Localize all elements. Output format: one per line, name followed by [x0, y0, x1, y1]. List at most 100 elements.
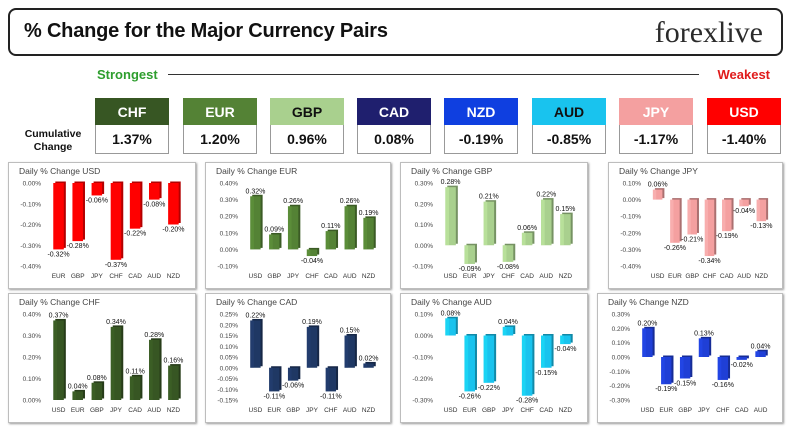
- y-tick-label: 0.00%: [623, 197, 642, 204]
- bar: [149, 338, 162, 400]
- category-label: NZD: [362, 273, 376, 280]
- currency-tile-usd: USD -1.40%: [707, 98, 781, 154]
- cumulative-change-value: 0.96%: [270, 125, 344, 154]
- bar: [736, 355, 749, 360]
- bar: [717, 355, 731, 380]
- bar: [755, 349, 768, 357]
- chart-title: Daily % Change USD: [19, 166, 101, 176]
- currency-tile-cad: CAD 0.08%: [357, 98, 431, 154]
- chart-title: Daily % Change EUR: [216, 166, 298, 176]
- bar: [363, 216, 376, 250]
- currency-code: EUR: [183, 98, 257, 125]
- y-tick-label: -0.10%: [620, 214, 641, 221]
- bar: [110, 325, 124, 400]
- bar: [269, 366, 282, 392]
- chart-panel: Daily % Change CAD 0.25% 0.20% 0.15% 0.10% 0.…: [205, 293, 391, 423]
- bar: [445, 185, 458, 246]
- data-label: 0.19%: [359, 210, 379, 217]
- strongest-label: Strongest: [97, 67, 158, 82]
- category-label: AUD: [539, 273, 553, 280]
- chart-title: Daily % Change NZD: [608, 297, 689, 307]
- category-label: CHF: [703, 273, 716, 280]
- bar: [287, 204, 301, 250]
- data-label: -0.21%: [681, 236, 703, 243]
- bar: [91, 381, 105, 400]
- cumulative-change-value: -1.17%: [619, 125, 693, 154]
- y-tick-label: 0.20%: [220, 322, 239, 329]
- category-label: NZD: [559, 407, 573, 414]
- data-label: -0.04%: [301, 258, 323, 265]
- data-label: -0.08%: [143, 202, 165, 209]
- data-label: 0.11%: [321, 223, 340, 230]
- y-tick-label: 0.30%: [415, 181, 434, 188]
- bar: [149, 181, 162, 200]
- y-tick-label: 0.00%: [23, 181, 42, 188]
- chart-panel: Daily % Change GBP 0.30% 0.20% 0.10% 0.00% -0…: [400, 162, 588, 289]
- bar: [541, 198, 554, 246]
- bar: [250, 318, 263, 368]
- category-label: CAD: [128, 273, 142, 280]
- bar: [739, 198, 751, 207]
- data-label: -0.04%: [554, 346, 576, 353]
- category-label: USD: [444, 273, 458, 280]
- chart-panel: Daily % Change CHF 0.40% 0.30% 0.20% 0.10% 0.…: [8, 293, 196, 423]
- currency-code: AUD: [532, 98, 606, 125]
- category-label: CHF: [716, 407, 729, 414]
- data-label: -0.08%: [497, 264, 519, 271]
- data-label: 0.04%: [68, 383, 88, 390]
- data-label: -0.28%: [516, 398, 538, 405]
- chart-panel: Daily % Change NZD 0.30% 0.20% 0.10% 0.00% -0…: [597, 293, 783, 423]
- y-tick-label: -0.30%: [620, 247, 641, 254]
- category-label: NZD: [167, 407, 181, 414]
- data-label: 0.04%: [751, 343, 771, 350]
- data-label: -0.16%: [712, 382, 734, 389]
- bar-chart: 0.10%0.00%-0.10%-0.20%-0.30%0.08%USD-0.2…: [412, 310, 576, 414]
- y-tick-label: 0.00%: [612, 355, 631, 362]
- data-label: 0.20%: [637, 320, 657, 327]
- data-label: -0.20%: [162, 227, 184, 234]
- data-label: 0.37%: [49, 312, 69, 319]
- category-label: GBP: [286, 407, 300, 414]
- cumulative-change-value: 0.08%: [357, 125, 431, 154]
- data-label: -0.22%: [478, 385, 500, 392]
- data-label: 0.28%: [144, 332, 164, 339]
- bar: [756, 198, 769, 222]
- category-label: JPY: [287, 273, 300, 280]
- bar: [53, 181, 66, 250]
- y-tick-label: -0.30%: [412, 398, 433, 405]
- y-tick-label: -0.05%: [217, 376, 238, 383]
- bar-chart: 0.40% 0.30% 0.20% 0.10% 0.00% -0.10% 0.32% USD 0…: [217, 181, 379, 281]
- category-label: EUR: [267, 407, 281, 414]
- category-label: JPY: [698, 407, 711, 414]
- data-label: 0.08%: [441, 310, 461, 317]
- bar: [72, 181, 85, 242]
- data-label: -0.02%: [731, 362, 753, 369]
- category-label: JPY: [483, 273, 496, 280]
- category-label: NZD: [559, 273, 573, 280]
- y-tick-label: 0.25%: [220, 312, 239, 319]
- category-label: AUD: [343, 407, 357, 414]
- page-title: % Change for the Major Currency Pairs: [24, 20, 388, 42]
- y-tick-label: 0.00%: [23, 398, 42, 405]
- category-label: GBP: [267, 273, 281, 280]
- data-label: -0.22%: [124, 231, 146, 238]
- bar: [687, 198, 699, 235]
- category-label: JPY: [110, 407, 123, 414]
- bar: [363, 361, 376, 368]
- y-tick-label: 0.10%: [23, 376, 42, 383]
- category-label: CHF: [501, 273, 514, 280]
- bar: [661, 355, 674, 385]
- chart-title: Daily % Change CHF: [19, 297, 100, 307]
- cumulative-change-value: 1.37%: [95, 125, 169, 154]
- data-label: -0.28%: [67, 243, 89, 250]
- bar: [483, 334, 497, 383]
- data-label: -0.09%: [459, 266, 481, 273]
- data-label: 0.06%: [517, 225, 537, 232]
- bar: [129, 181, 143, 229]
- bar: [325, 229, 339, 250]
- y-tick-label: -0.30%: [609, 398, 630, 405]
- chart-panel: Daily % Change AUD 0.10% 0.00% -0.10% -0.20%…: [400, 293, 588, 423]
- category-label: EUR: [52, 273, 66, 280]
- bar-chart: 0.00% -0.10% -0.20% -0.30% -0.40% -0.32% EUR -0…: [20, 181, 184, 281]
- currency-tile-eur: EUR 1.20%: [183, 98, 257, 154]
